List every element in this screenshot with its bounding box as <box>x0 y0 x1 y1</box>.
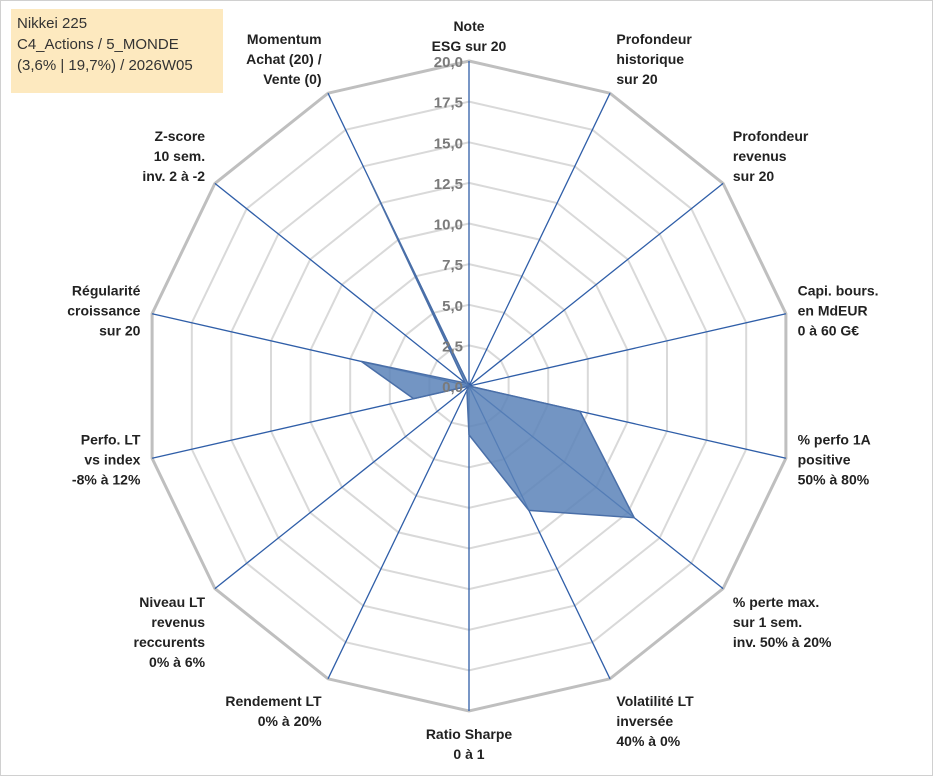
axis-label-line: Volatilité LT <box>616 693 694 709</box>
axis-label: Niveau LT revenus reccurents 0% à 6% <box>134 594 206 670</box>
spoke <box>468 313 787 387</box>
axis-label: Profondeur revenus sur 20 <box>733 128 809 184</box>
axis-label-line: sur 20 <box>99 323 140 339</box>
axis-label-line: -8% à 12% <box>72 472 141 488</box>
series-area <box>360 180 636 519</box>
axis-label-line: revenus <box>733 148 787 164</box>
axis-label-line: ESG sur 20 <box>432 38 507 54</box>
info-line-2: C4_Actions / 5_MONDE <box>17 36 179 53</box>
axis-label-line: 0% à 6% <box>149 654 206 670</box>
axis-label-line: % perte max. <box>733 594 819 610</box>
axis-label-line: Vente (0) <box>263 71 321 87</box>
axis-label-line: en MdEUR <box>798 303 868 319</box>
tick-label: 20,0 <box>434 54 463 71</box>
axis-label-line: croissance <box>67 303 140 319</box>
axis-label-line: 40% à 0% <box>616 733 680 749</box>
axis-label-line: 0 à 1 <box>453 746 484 762</box>
tick-label: 7,5 <box>442 257 463 274</box>
tick-label: 17,5 <box>434 95 463 112</box>
axis-label-line: Régularité <box>72 283 141 299</box>
spoke <box>214 182 470 387</box>
axis-label-line: Perfo. LT <box>81 432 141 448</box>
axis-label-line: Niveau LT <box>139 594 205 610</box>
axis-label: Capi. bours. en MdEUR 0 à 60 G€ <box>798 283 879 339</box>
tick-label: 12,5 <box>434 176 463 193</box>
axis-label-line: Capi. bours. <box>798 283 879 299</box>
axis-label-line: Ratio Sharpe <box>426 726 513 742</box>
info-box: Nikkei 225 C4_Actions / 5_MONDE (3,6% | … <box>11 9 223 93</box>
axis-label-line: inv. 2 à -2 <box>142 168 205 184</box>
axis-label-line: 0 à 60 G€ <box>798 323 860 339</box>
tick-label: 15,0 <box>434 135 463 152</box>
axis-label-line: historique <box>616 51 684 67</box>
axis-label-line: 50% à 80% <box>798 472 870 488</box>
axis-label-line: reccurents <box>134 634 206 650</box>
spoke <box>214 385 470 590</box>
axis-label: Perfo. LT vs index -8% à 12% <box>72 432 141 488</box>
tick-labels: 0,0 2,5 5,0 7,5 10,0 12,5 15,0 17,5 20,0 <box>434 54 463 396</box>
axis-label-line: inv. 50% à 20% <box>733 634 832 650</box>
axis-labels: Note ESG sur 20 Profondeur historique sur 20… <box>67 18 878 762</box>
axis-label-line: positive <box>798 452 851 468</box>
axis-label: Volatilité LT inversée 40% à 0% <box>616 693 694 749</box>
axis-label: Régularité croissance sur 20 <box>67 283 140 339</box>
axis-label: Profondeur historique sur 20 <box>616 31 692 87</box>
spoke <box>468 182 724 387</box>
axis-label: Z-score 10 sem. inv. 2 à -2 <box>142 128 205 184</box>
axis-label-line: Achat (20) / <box>246 51 322 67</box>
axis-label: Note ESG sur 20 <box>432 18 507 54</box>
tick-label: 5,0 <box>442 298 463 315</box>
axis-label-line: Momentum <box>247 31 322 47</box>
tick-label: 2,5 <box>442 338 463 355</box>
axis-label-line: % perfo 1A <box>798 432 871 448</box>
axis-label-line: Profondeur <box>733 128 809 144</box>
axis-label: % perfo 1A positive 50% à 80% <box>798 432 871 488</box>
axis-label-line: Rendement LT <box>225 693 322 709</box>
info-line-3: (3,6% | 19,7%) / 2026W05 <box>17 57 193 74</box>
axis-label-line: Profondeur <box>616 31 692 47</box>
axis-label-line: 10 sem. <box>154 148 205 164</box>
tick-label: 10,0 <box>434 217 463 234</box>
axis-label-line: Z-score <box>155 128 206 144</box>
axis-label: Rendement LT 0% à 20% <box>225 693 322 729</box>
spoke <box>327 385 470 680</box>
axis-label-line: vs index <box>84 452 140 468</box>
tick-label: 0,0 <box>442 379 463 396</box>
axis-label-line: sur 20 <box>733 168 774 184</box>
axis-label-line: Note <box>453 18 484 34</box>
axis-label: Momentum Achat (20) / Vente (0) <box>246 31 322 87</box>
axis-label-line: sur 1 sem. <box>733 614 802 630</box>
data-series <box>360 180 636 519</box>
axis-label-line: inversée <box>616 713 673 729</box>
info-line-1: Nikkei 225 <box>17 15 88 32</box>
spoke <box>468 92 611 387</box>
axis-label: Ratio Sharpe 0 à 1 <box>426 726 513 762</box>
axis-label-line: 0% à 20% <box>258 713 322 729</box>
axis-label: % perte max. sur 1 sem. inv. 50% à 20% <box>733 594 832 650</box>
axis-label-line: sur 20 <box>616 71 657 87</box>
axis-label-line: revenus <box>151 614 205 630</box>
